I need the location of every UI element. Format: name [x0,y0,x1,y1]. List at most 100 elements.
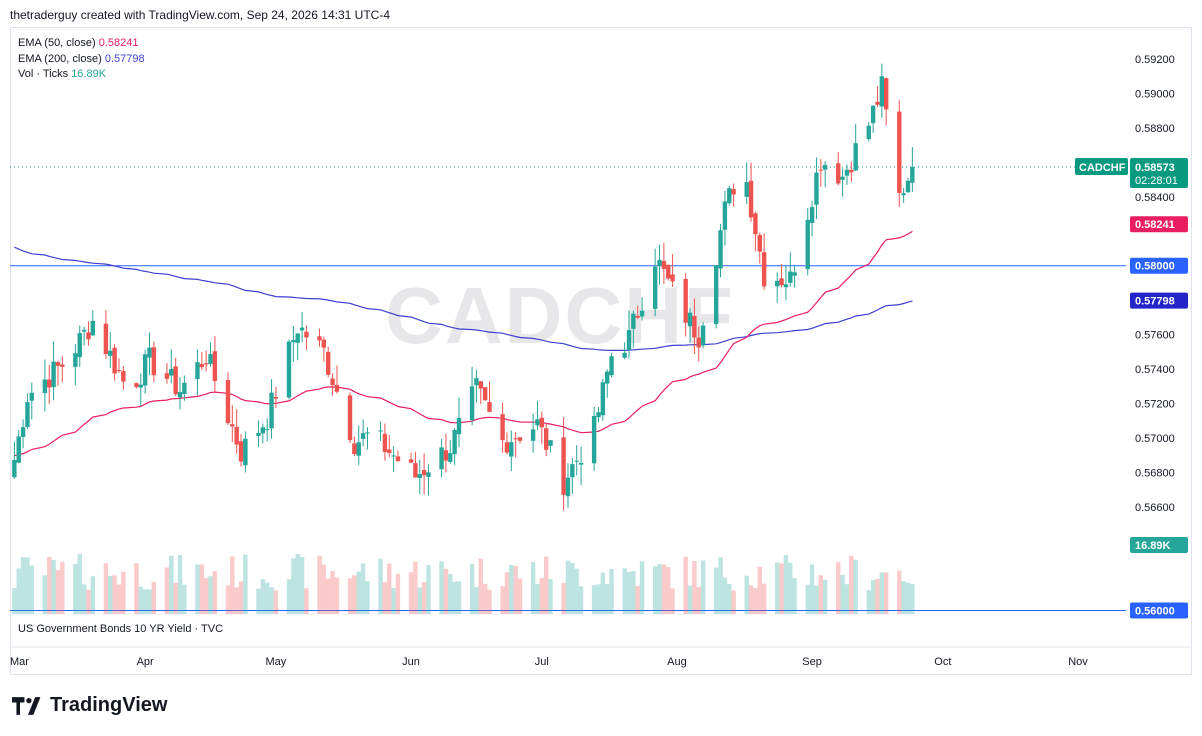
candle[interactable] [901,188,906,203]
candle[interactable] [20,419,26,449]
candle[interactable] [347,392,353,444]
candle[interactable] [748,162,754,222]
candle[interactable] [182,375,187,401]
candle[interactable] [203,350,209,372]
candle[interactable] [814,157,819,220]
candle[interactable] [474,369,479,403]
candle[interactable] [164,363,170,384]
candle[interactable] [792,265,797,288]
candle[interactable] [352,436,357,457]
candle[interactable] [836,152,841,186]
candle[interactable] [173,357,178,397]
candle[interactable] [517,436,523,444]
candle[interactable] [448,440,453,464]
candle[interactable] [870,105,876,133]
candle[interactable] [55,360,61,386]
candle[interactable] [299,312,305,343]
candle[interactable] [561,417,566,511]
candle[interactable] [596,407,601,423]
candle[interactable] [731,183,736,207]
candle[interactable] [600,378,606,421]
candle[interactable] [687,308,693,343]
candle[interactable] [853,123,858,172]
candle[interactable] [469,366,475,426]
candle[interactable] [208,342,213,367]
price-axis-label[interactable]: 16.89K [1130,537,1188,554]
candle[interactable] [657,244,662,285]
candle[interactable] [256,420,261,448]
candle[interactable] [365,427,370,450]
candle[interactable] [482,387,488,401]
candle[interactable] [700,322,706,349]
candle[interactable] [12,441,17,479]
candle[interactable] [195,349,200,396]
candle[interactable] [360,419,366,447]
candle[interactable] [822,161,828,188]
candle[interactable] [609,352,614,378]
candle[interactable] [478,380,483,404]
candle[interactable] [391,446,396,473]
candle[interactable] [417,459,422,494]
subpane-label[interactable]: US Government Bonds 10 YR Yield · TVC [18,623,224,635]
candle[interactable] [147,332,152,376]
candle[interactable] [387,435,392,458]
candle[interactable] [295,333,300,361]
candle[interactable] [626,310,632,359]
candle[interactable] [530,413,536,453]
candle[interactable] [408,452,414,464]
candle[interactable] [591,406,597,472]
candle[interactable] [138,373,143,407]
ema200-line[interactable] [14,246,913,351]
price-chart[interactable]: Mar Apr May Jun Jul Aug Sep Oct Nov 0.59200 0.5900… [10,27,1192,675]
candle[interactable] [395,450,401,462]
candle[interactable] [42,359,48,412]
candle[interactable] [378,421,383,441]
candle[interactable] [513,431,518,458]
candle[interactable] [317,328,322,347]
candle[interactable] [291,326,296,363]
candle[interactable] [910,147,915,192]
candle[interactable] [269,378,274,439]
candle[interactable] [504,432,510,455]
candle[interactable] [426,464,431,496]
candle[interactable] [90,310,96,336]
candle[interactable] [535,400,540,431]
candle[interactable] [273,386,279,409]
candle[interactable] [840,168,845,197]
candle[interactable] [727,185,732,206]
candle[interactable] [692,298,697,355]
candle[interactable] [169,349,174,384]
candle[interactable] [356,425,361,466]
candle[interactable] [818,159,824,187]
candle[interactable] [452,428,457,465]
candle[interactable] [304,325,309,351]
candle[interactable] [142,349,148,394]
candle[interactable] [286,339,292,400]
candle[interactable] [866,122,871,142]
candle[interactable] [539,411,545,444]
candle[interactable] [326,346,331,378]
candle[interactable] [73,344,78,386]
candle[interactable] [897,100,902,207]
candle[interactable] [382,423,388,461]
candle[interactable] [243,431,248,473]
candle[interactable] [177,377,183,410]
candle[interactable] [849,161,854,183]
candle[interactable] [225,372,231,425]
tradingview-logo[interactable]: TradingView [12,694,167,717]
candle[interactable] [622,342,627,360]
candle[interactable] [509,430,514,472]
candle[interactable] [757,232,762,264]
candle[interactable] [413,451,418,478]
candle[interactable] [788,252,793,287]
candle[interactable] [500,402,505,453]
candle[interactable] [103,310,109,359]
price-axis-label[interactable]: 0.57798 [1130,292,1188,309]
candle[interactable] [238,434,244,467]
candle[interactable] [879,63,885,118]
candle[interactable] [744,162,749,205]
price-axis-label[interactable]: 0.58241 [1130,216,1188,233]
candle[interactable] [234,409,239,454]
candle[interactable] [570,457,575,494]
candle[interactable] [260,424,266,444]
